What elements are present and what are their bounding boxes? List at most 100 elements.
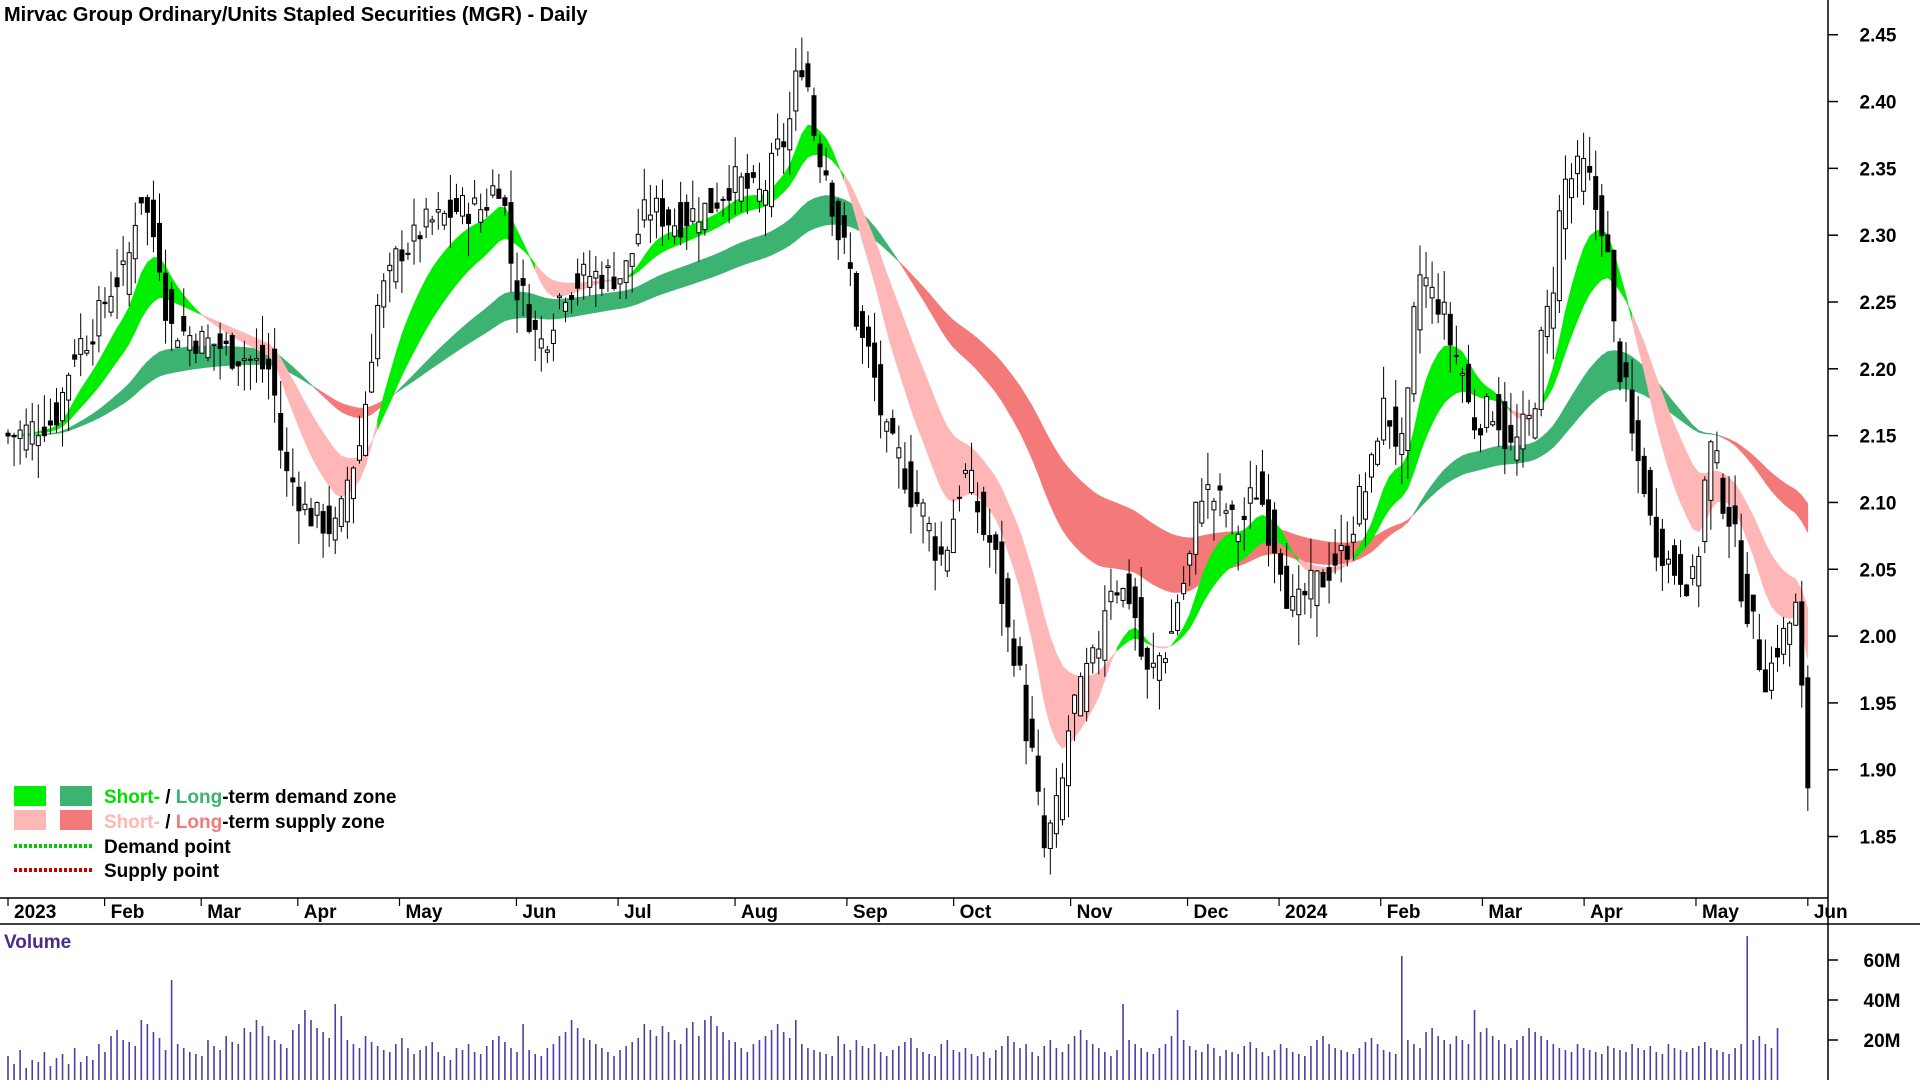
short-term-zone-segment — [1256, 515, 1262, 547]
long-term-zone-segment — [953, 320, 959, 353]
month-label: Aug — [741, 902, 778, 923]
long-term-zone-segment — [790, 214, 796, 246]
short-term-zone-segment — [481, 218, 487, 259]
long-term-zone-segment — [766, 231, 772, 257]
short-term-zone-segment — [450, 238, 456, 292]
short-term-zone-segment — [141, 262, 147, 318]
long-term-zone-segment — [1596, 356, 1602, 400]
long-term-zone-segment — [1462, 454, 1468, 475]
long-term-zone-segment — [1311, 539, 1317, 564]
candle — [1412, 302, 1416, 402]
long-term-zone-segment — [596, 294, 602, 313]
short-term-zone-segment — [1220, 536, 1226, 578]
long-term-zone-segment — [1141, 515, 1147, 580]
price-tick-label: 2.05 — [1860, 560, 1897, 581]
long-term-zone-segment — [1468, 452, 1474, 472]
long-term-zone-segment — [1093, 491, 1099, 565]
chart-title: Mirvac Group Ordinary/Units Stapled Secu… — [4, 4, 588, 26]
legend-long-demand-swatch — [60, 786, 92, 806]
price-tick-label: 2.40 — [1860, 93, 1897, 114]
short-term-zone-segment — [1771, 555, 1777, 613]
short-term-zone-segment — [1693, 465, 1699, 532]
long-term-zone-segment — [244, 347, 250, 364]
month-label: 2023 — [14, 902, 56, 923]
short-term-zone-segment — [929, 384, 935, 474]
candle — [1485, 393, 1489, 433]
short-term-zone-segment — [1687, 452, 1693, 528]
legend-supply-short: Short- — [104, 812, 160, 833]
long-term-zone-segment — [705, 256, 711, 279]
short-term-zone-segment — [147, 257, 153, 308]
month-label: Apr — [304, 902, 337, 923]
short-term-zone-segment — [426, 268, 432, 329]
long-term-zone-segment — [814, 197, 820, 229]
candle — [1376, 438, 1380, 467]
short-term-zone-segment — [1432, 353, 1438, 423]
short-term-zone-segment — [1590, 231, 1596, 294]
short-term-zone-segment — [432, 260, 438, 319]
month-label: May — [1702, 902, 1739, 923]
short-term-zone-segment — [1396, 466, 1402, 503]
candle — [812, 88, 816, 141]
long-term-zone-segment — [693, 261, 699, 284]
price-tick-label: 2.15 — [1860, 427, 1897, 448]
legend-supply-point: Supply point — [104, 861, 220, 882]
long-term-zone-segment — [1147, 520, 1153, 585]
short-term-zone-segment — [1444, 346, 1450, 403]
long-term-zone-segment — [965, 329, 971, 364]
legend-demand-point: Demand point — [104, 837, 231, 858]
long-term-zone-segment — [759, 234, 765, 259]
short-term-zone-segment — [959, 440, 965, 499]
long-term-zone-segment — [505, 292, 511, 321]
short-term-zone-segment — [335, 450, 341, 497]
long-term-zone-segment — [632, 286, 638, 305]
short-term-zone-segment — [456, 233, 462, 284]
long-term-zone-segment — [699, 259, 705, 282]
month-label: Oct — [960, 902, 992, 923]
long-term-zone-segment — [808, 199, 814, 232]
long-term-zone-segment — [1456, 456, 1462, 478]
long-term-zone-segment — [820, 196, 826, 227]
long-term-zone-segment — [662, 272, 668, 294]
short-term-zone-segment — [317, 423, 323, 477]
short-term-zone-segment — [1456, 347, 1462, 393]
candle — [1721, 473, 1725, 519]
legend-supply-sep: / — [160, 812, 176, 833]
short-term-zone-segment — [917, 354, 923, 441]
short-term-zone-segment — [1050, 637, 1056, 741]
short-term-zone-segment — [444, 245, 450, 301]
long-term-zone-segment — [1111, 501, 1117, 569]
long-term-zone-segment — [153, 352, 159, 380]
short-term-zone-segment — [493, 207, 499, 247]
long-term-zone-segment — [1790, 486, 1796, 513]
long-term-zone-segment — [735, 243, 741, 268]
long-term-zone-segment — [547, 299, 553, 320]
price-tick-label: 1.95 — [1860, 694, 1897, 715]
short-term-zone-segment — [1250, 518, 1256, 553]
short-term-zone-segment — [747, 195, 753, 211]
long-term-zone-segment — [1050, 441, 1056, 519]
long-term-zone-segment — [978, 339, 984, 378]
long-term-zone-segment — [1323, 541, 1329, 564]
short-term-zone-segment — [1390, 469, 1396, 509]
short-term-zone-segment — [1438, 346, 1444, 412]
long-term-zone-segment — [347, 405, 353, 416]
short-term-zone-segment — [990, 469, 996, 519]
long-term-zone-segment — [729, 245, 735, 270]
long-term-zone-segment — [1299, 536, 1305, 562]
candle — [770, 143, 774, 217]
price-tick-label: 2.25 — [1860, 293, 1897, 314]
long-term-zone-segment — [353, 407, 359, 418]
candle — [1079, 673, 1083, 717]
short-term-zone-segment — [1596, 229, 1602, 285]
price-tick-label: 2.20 — [1860, 360, 1897, 381]
long-term-zone-segment — [741, 240, 747, 265]
long-term-zone-segment — [487, 303, 493, 333]
short-term-zone-segment — [953, 435, 959, 501]
legend-long-supply-swatch — [60, 810, 92, 830]
long-term-zone-segment — [753, 236, 759, 261]
long-term-zone-segment — [1069, 468, 1075, 546]
short-term-zone-segment — [553, 281, 559, 297]
candle — [1703, 476, 1707, 553]
long-term-zone-segment — [1317, 540, 1323, 564]
